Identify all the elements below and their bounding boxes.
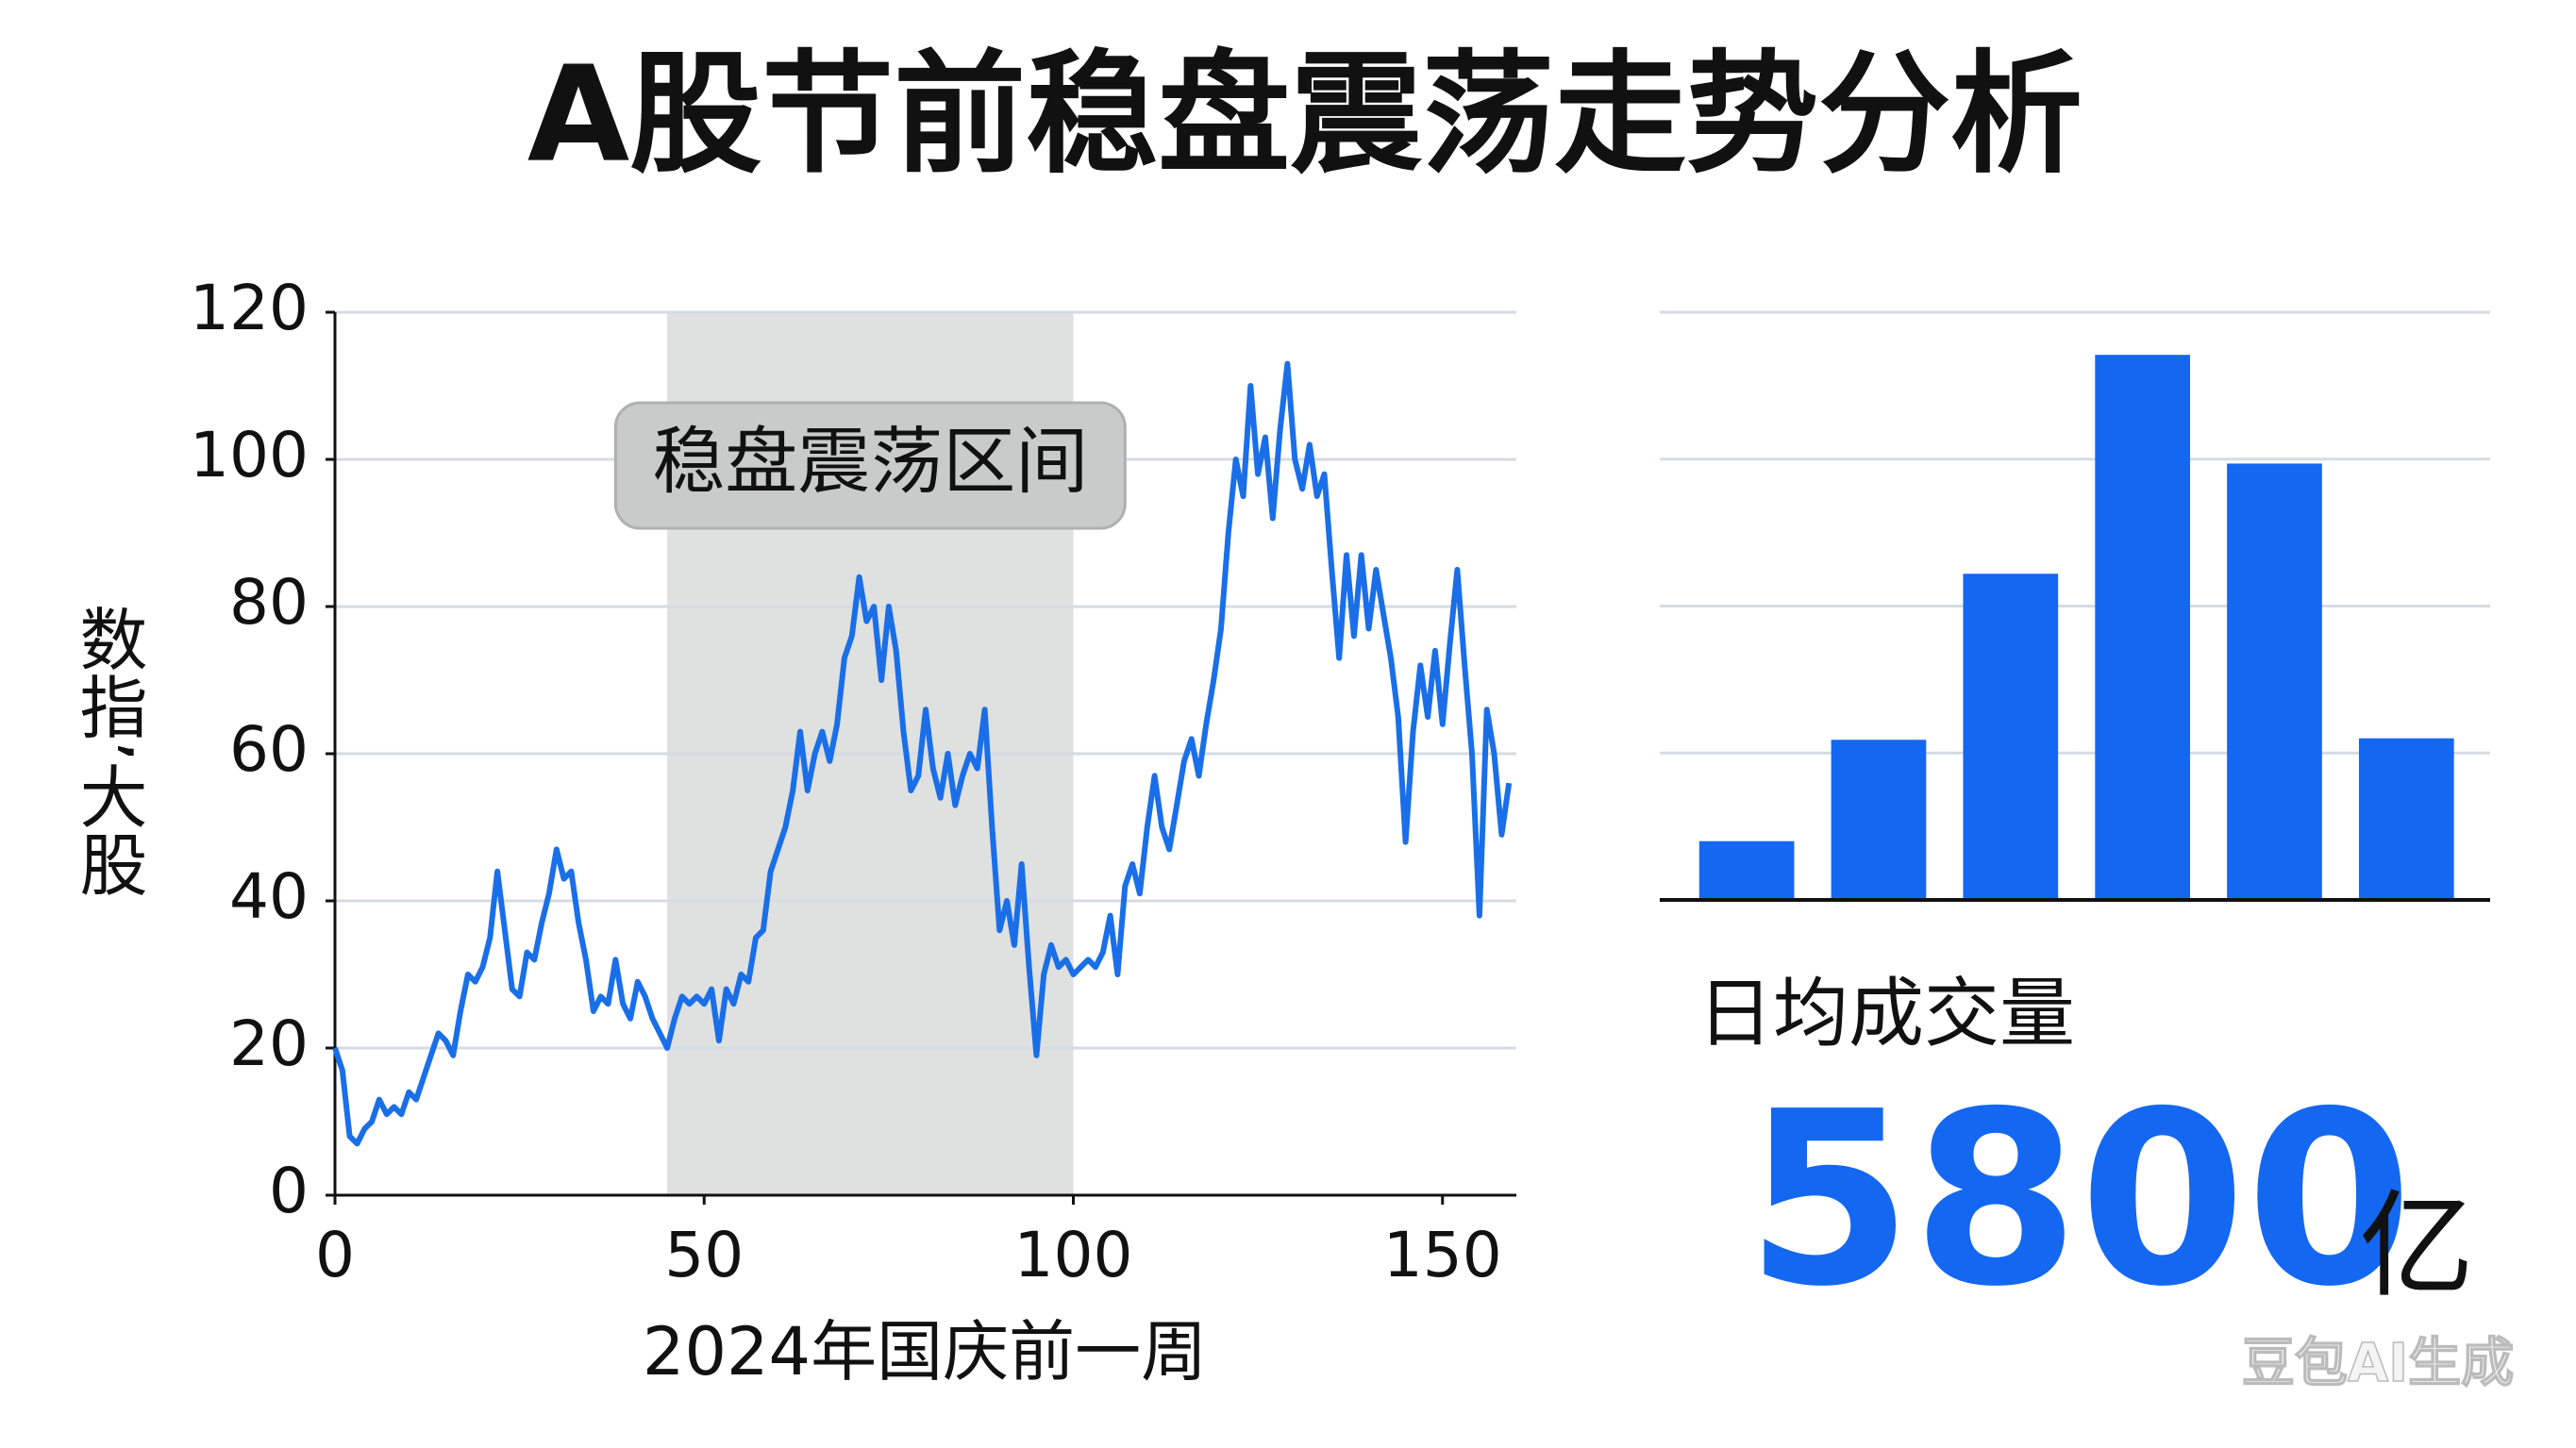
bar	[1831, 740, 1927, 900]
x-tick-label: 50	[664, 1219, 744, 1291]
bar	[1963, 574, 2059, 900]
page-title: A股节前稳盘震荡走势分析	[527, 39, 2083, 192]
x-axis-label: 2024年国庆前一周	[643, 1313, 1207, 1390]
annotation-box	[613, 401, 1127, 530]
x-tick-label: 150	[1383, 1219, 1502, 1291]
y-tick-label: 80	[229, 566, 309, 639]
bar	[2358, 738, 2454, 900]
watermark: 豆包AI生成	[2242, 1333, 2514, 1394]
y-tick-label: 120	[190, 272, 309, 344]
y-axis-label: 数指’大股	[68, 605, 147, 898]
bar	[2227, 463, 2322, 900]
stat-label: 日均成交量	[1698, 970, 2075, 1057]
stat-value: 5800	[1746, 1059, 2413, 1339]
bar	[2095, 355, 2190, 901]
bar	[1698, 841, 1795, 900]
annotation-label: 稳盘震荡区间	[652, 421, 1088, 505]
y-tick-label: 0	[269, 1155, 309, 1227]
y-tick-label: 20	[229, 1007, 309, 1080]
y-tick-label: 40	[229, 860, 309, 933]
stat-unit: 亿	[2359, 1179, 2474, 1313]
line	[332, 360, 1513, 1147]
x-tick-label: 100	[1014, 1219, 1133, 1291]
y-tick-label: 60	[229, 713, 309, 786]
y-tick-label: 100	[190, 419, 309, 491]
x-tick-label: 0	[315, 1219, 355, 1291]
